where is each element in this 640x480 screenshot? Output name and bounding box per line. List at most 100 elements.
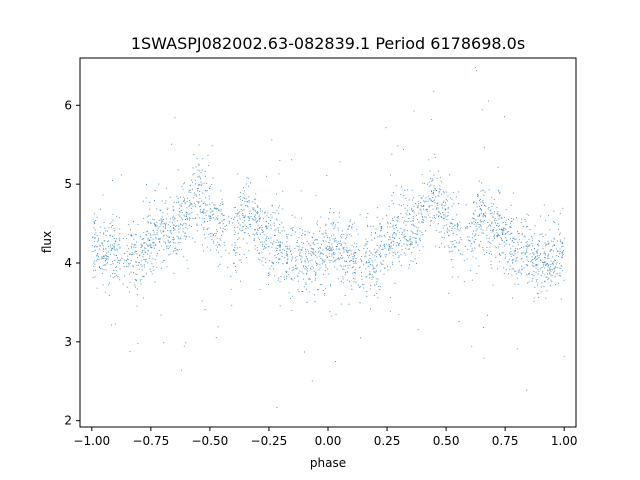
data-point xyxy=(538,245,540,247)
data-point xyxy=(155,238,157,240)
data-point xyxy=(549,285,551,287)
data-point xyxy=(333,228,335,229)
data-point xyxy=(186,214,187,216)
data-point xyxy=(448,247,450,249)
data-point xyxy=(258,252,260,254)
data-point xyxy=(187,197,188,199)
data-point xyxy=(346,279,348,281)
data-point xyxy=(96,258,98,260)
data-point xyxy=(371,278,373,280)
data-point xyxy=(397,252,399,253)
data-point xyxy=(248,196,250,198)
data-point xyxy=(286,275,288,277)
data-point xyxy=(447,212,449,213)
data-point xyxy=(186,201,188,203)
data-point xyxy=(173,201,175,203)
data-point xyxy=(208,234,210,235)
data-point xyxy=(538,296,540,298)
data-point xyxy=(300,258,302,260)
data-point xyxy=(350,253,352,255)
data-point xyxy=(370,252,372,254)
data-point xyxy=(281,252,283,254)
data-point xyxy=(329,247,331,249)
data-point xyxy=(331,243,333,245)
data-point xyxy=(528,244,530,246)
data-point xyxy=(552,245,554,247)
data-point xyxy=(475,233,477,235)
data-point xyxy=(273,222,275,224)
data-point xyxy=(376,250,378,252)
data-point xyxy=(542,270,544,272)
data-point xyxy=(439,176,441,178)
data-point xyxy=(471,223,473,225)
data-point xyxy=(562,243,564,244)
data-point xyxy=(246,242,248,244)
data-point xyxy=(323,261,325,263)
data-point xyxy=(238,212,240,214)
data-point xyxy=(242,193,244,195)
data-point xyxy=(544,253,546,255)
data-point xyxy=(552,264,554,266)
data-point xyxy=(286,236,288,238)
data-point xyxy=(380,226,382,228)
data-point xyxy=(469,225,471,227)
data-point xyxy=(495,219,497,221)
data-point xyxy=(226,224,227,226)
data-point xyxy=(531,274,533,275)
data-point xyxy=(558,223,559,225)
data-point xyxy=(181,219,183,221)
data-point xyxy=(148,239,150,241)
data-point xyxy=(406,214,408,216)
data-point xyxy=(299,255,300,257)
data-point xyxy=(343,242,345,244)
data-point xyxy=(482,232,484,234)
data-point xyxy=(173,209,175,211)
data-point xyxy=(179,227,181,229)
data-point xyxy=(129,262,131,264)
data-point xyxy=(323,240,325,242)
data-point xyxy=(438,192,440,194)
data-point xyxy=(278,277,280,279)
data-point xyxy=(98,259,100,261)
data-point xyxy=(361,259,363,261)
data-point xyxy=(473,214,475,216)
data-point xyxy=(294,216,296,218)
data-point xyxy=(340,244,342,246)
data-point xyxy=(263,212,265,214)
data-point xyxy=(306,267,308,269)
data-point xyxy=(304,261,306,263)
data-point xyxy=(319,247,321,249)
data-point xyxy=(405,212,407,214)
data-point xyxy=(377,278,379,280)
data-point xyxy=(326,249,328,251)
data-point xyxy=(313,242,314,244)
data-point xyxy=(540,268,542,270)
data-point xyxy=(204,221,205,223)
data-point xyxy=(143,297,145,299)
x-tick-label: 0.75 xyxy=(492,434,519,448)
data-point xyxy=(554,259,556,261)
data-point xyxy=(340,257,342,259)
data-point xyxy=(516,348,518,350)
data-point xyxy=(113,246,115,248)
data-point xyxy=(419,230,421,232)
data-point xyxy=(452,219,454,221)
data-point xyxy=(94,249,96,251)
data-point xyxy=(243,209,245,211)
data-point xyxy=(528,281,530,283)
data-point xyxy=(220,209,222,211)
data-point xyxy=(183,196,185,198)
data-point xyxy=(300,261,302,263)
data-point xyxy=(346,250,348,251)
data-point xyxy=(410,241,412,242)
data-point xyxy=(130,229,131,231)
data-point xyxy=(490,260,492,262)
data-point xyxy=(469,269,471,271)
data-point xyxy=(315,195,317,197)
data-point xyxy=(325,266,327,268)
data-point xyxy=(330,248,332,250)
data-point xyxy=(440,213,441,215)
data-point xyxy=(377,297,379,299)
data-point xyxy=(436,203,438,204)
data-point xyxy=(252,201,254,203)
